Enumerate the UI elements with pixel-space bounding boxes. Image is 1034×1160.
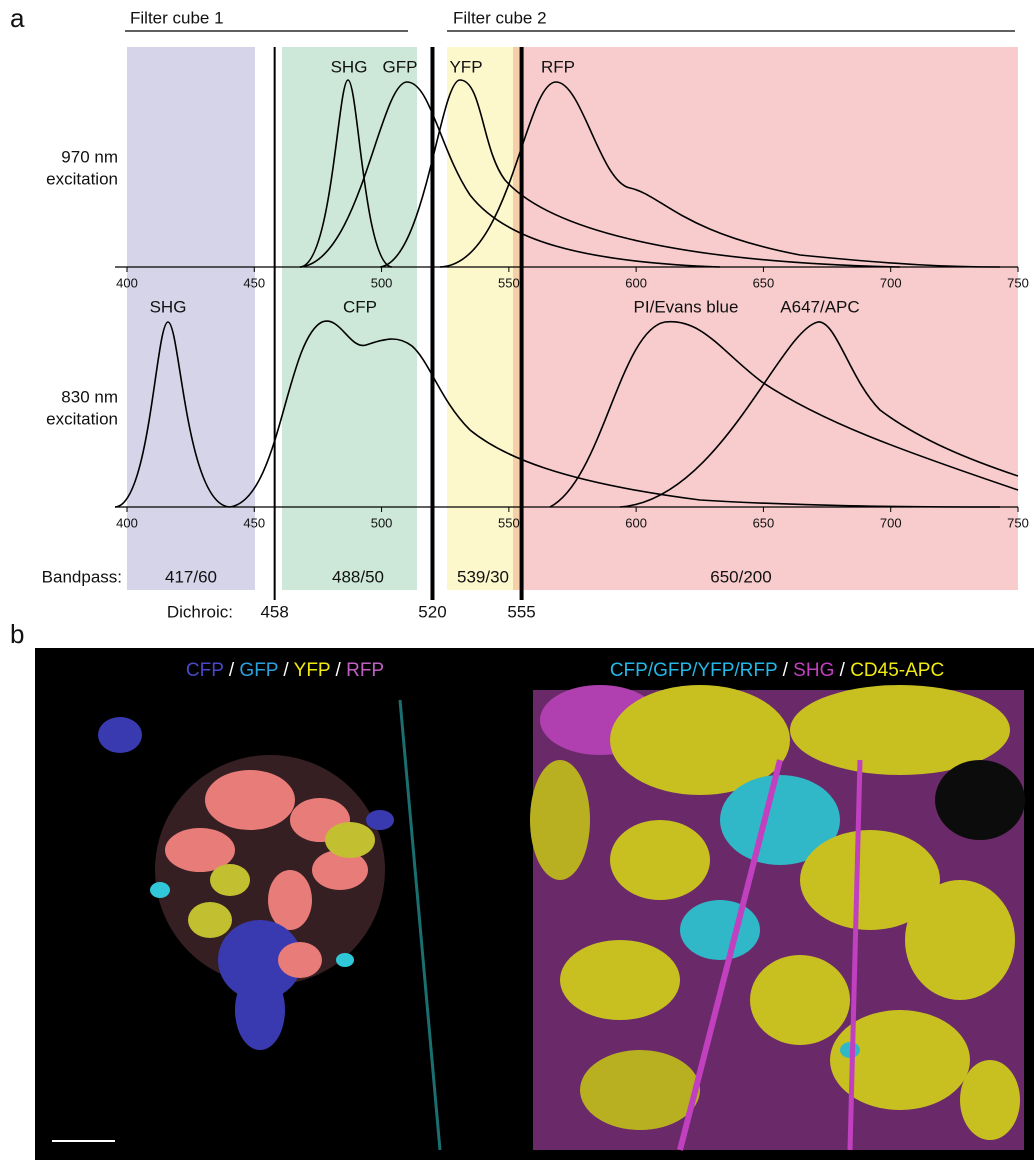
peak-label: SHG	[150, 297, 187, 316]
bandpass-value: 488/50	[332, 567, 384, 586]
dichroic-value: 520	[418, 602, 446, 621]
legend-entry: CD45-APC	[850, 660, 944, 681]
micrograph-left	[52, 699, 442, 1151]
legend-entry: /	[330, 660, 346, 681]
bandpass-label: Bandpass:	[42, 567, 122, 586]
filter-bands	[127, 47, 1018, 590]
peak-label: SHG	[331, 57, 368, 76]
filter-cube-label: Filter cube 1	[130, 8, 224, 27]
peak-label: YFP	[449, 57, 482, 76]
peak-label: GFP	[383, 57, 418, 76]
legend-entry: RFP	[346, 660, 384, 681]
dichroic-value: 555	[507, 602, 535, 621]
legend-entry: /	[278, 660, 294, 681]
dichroic-value: 458	[260, 602, 288, 621]
x-tick-label: 500	[371, 515, 393, 530]
legend-entry: CFP	[186, 660, 224, 681]
legend-entry: /	[224, 660, 240, 681]
excitation-label: excitation	[46, 409, 118, 428]
channel-legend: CFP / GFP / YFP / RFP	[186, 660, 384, 681]
peak-label: A647/APC	[780, 297, 859, 316]
bandpass-value: 650/200	[710, 567, 771, 586]
x-tick-label: 500	[371, 275, 393, 290]
channel-legend: CFP/GFP/YFP/RFP / SHG / CD45-APC	[610, 660, 944, 681]
filter-cube-label: Filter cube 2	[453, 8, 547, 27]
x-tick-label: 650	[753, 515, 775, 530]
x-tick-label: 700	[880, 515, 902, 530]
legend-entry: /	[777, 660, 793, 681]
x-tick-label: 550	[498, 275, 520, 290]
legend-entry: CFP/GFP/YFP/RFP	[610, 660, 778, 681]
x-tick-label: 400	[116, 515, 138, 530]
panel-label: b	[10, 619, 24, 649]
bandpass-value: 417/60	[165, 567, 217, 586]
x-tick-label: 750	[1007, 515, 1029, 530]
x-tick-label: 600	[625, 515, 647, 530]
panel-label: a	[10, 3, 25, 33]
bandpass-value: 539/30	[457, 567, 509, 586]
micrograph-right	[530, 685, 1025, 1151]
axis-ticks: 400 450 500 550 600 650 700 750 400 450 500 550 600 6…	[116, 267, 1029, 530]
excitation-label: 830 nm	[61, 387, 118, 406]
legend-entry: GFP	[239, 660, 278, 681]
excitation-label: excitation	[46, 169, 118, 188]
peak-label: PI/Evans blue	[634, 297, 739, 316]
x-tick-label: 600	[625, 275, 647, 290]
x-tick-label: 650	[753, 275, 775, 290]
x-tick-label: 550	[498, 515, 520, 530]
dichroic-label: Dichroic:	[167, 602, 233, 621]
x-tick-label: 400	[116, 275, 138, 290]
peak-label: CFP	[343, 297, 377, 316]
legend-entry: /	[834, 660, 850, 681]
x-tick-label: 450	[243, 275, 265, 290]
x-tick-label: 450	[243, 515, 265, 530]
legend-entry: SHG	[793, 660, 834, 681]
excitation-label: 970 nm	[61, 147, 118, 166]
x-tick-label: 750	[1007, 275, 1029, 290]
dichroic-lines: 458 520 555	[260, 47, 536, 621]
x-tick-label: 700	[880, 275, 902, 290]
peak-label: RFP	[541, 57, 575, 76]
legend-entry: YFP	[294, 660, 331, 681]
